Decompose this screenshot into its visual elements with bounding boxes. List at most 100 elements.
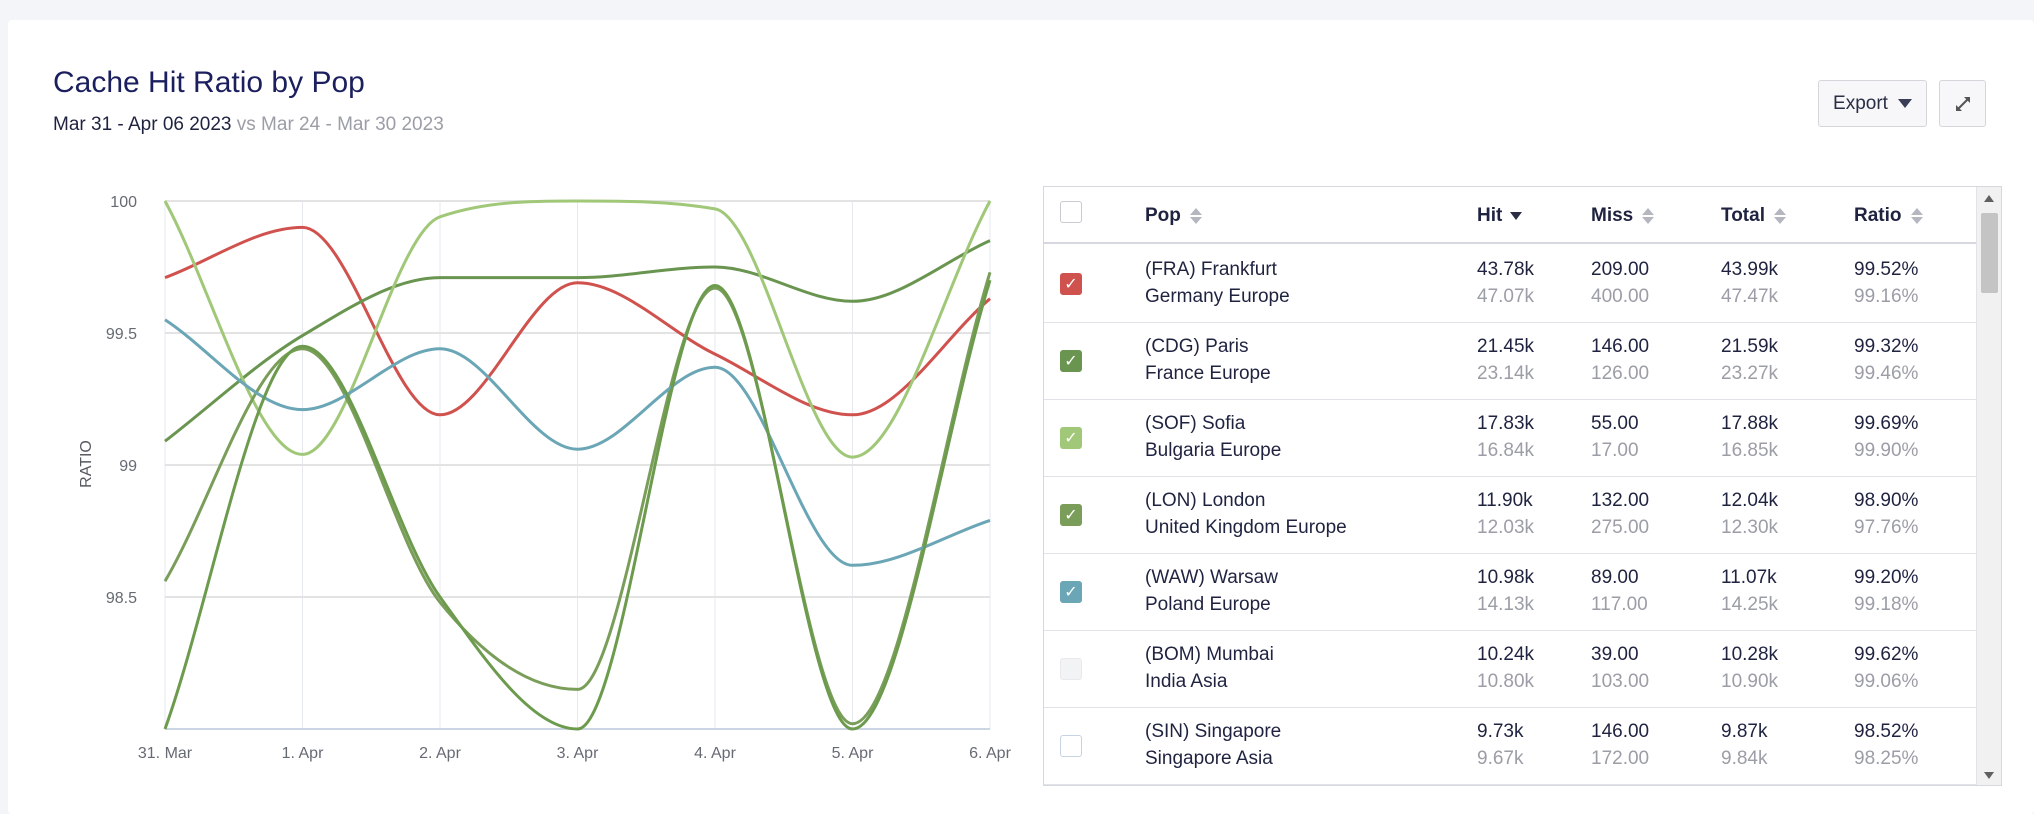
- check-icon: ✓: [1064, 507, 1078, 524]
- series-line: [163, 271, 992, 726]
- cell-total: 11.07k 14.25k: [1721, 564, 1778, 618]
- miss-prev-value: 17.00: [1591, 440, 1639, 461]
- miss-prev-value: 103.00: [1591, 671, 1650, 692]
- row-checkbox[interactable]: ✓: [1060, 273, 1082, 295]
- table-row[interactable]: ✓ (FRA) Frankfurt Germany Europe 43.78k 47.0…: [1044, 246, 1976, 323]
- check-icon: ✓: [1064, 430, 1078, 447]
- date-range: Mar 31 - Apr 06 2023 vs Mar 24 - Mar 30 …: [53, 114, 444, 136]
- total-prev-value: 14.25k: [1721, 594, 1779, 615]
- ratio-value: 98.90%: [1854, 490, 1919, 511]
- ratio-prev-value: 99.90%: [1854, 440, 1919, 461]
- export-button[interactable]: Export: [1818, 80, 1927, 127]
- cell-pop: (SIN) Singapore Singapore Asia: [1145, 718, 1281, 772]
- miss-value: 55.00: [1591, 413, 1639, 434]
- y-tick-label: 99.5: [106, 326, 137, 343]
- miss-prev-value: 172.00: [1591, 748, 1650, 769]
- row-checkbox[interactable]: ✓: [1060, 427, 1082, 449]
- y-tick-label: 99: [119, 458, 137, 475]
- cell-total: 21.59k 23.27k: [1721, 333, 1778, 387]
- pop-code: (SOF) Sofia: [1145, 413, 1246, 434]
- pop-code: (BOM) Mumbai: [1145, 644, 1274, 665]
- row-checkbox[interactable]: [1060, 658, 1082, 680]
- header-miss[interactable]: Miss: [1591, 205, 1655, 227]
- hit-prev-value: 9.67k: [1477, 748, 1524, 769]
- total-value: 17.88k: [1721, 413, 1779, 434]
- miss-value: 146.00: [1591, 336, 1650, 357]
- table-header: Pop Hit Miss Total Ratio: [1044, 187, 1976, 244]
- cell-pop: (WAW) Warsaw Poland Europe: [1145, 564, 1278, 618]
- total-prev-value: 12.30k: [1721, 517, 1779, 538]
- cell-pop: (SOF) Sofia Bulgaria Europe: [1145, 410, 1281, 464]
- y-axis-title: RATIO: [78, 440, 95, 488]
- row-checkbox[interactable]: ✓: [1060, 504, 1082, 526]
- total-value: 43.99k: [1721, 259, 1779, 280]
- header-pop[interactable]: Pop: [1145, 205, 1202, 227]
- series-line: [164, 318, 991, 567]
- scrollbar[interactable]: [1976, 187, 2001, 785]
- miss-prev-value: 275.00: [1591, 517, 1650, 538]
- cell-miss: 146.00 126.00: [1591, 333, 1649, 387]
- cell-hit: 9.73k 9.67k: [1477, 718, 1523, 772]
- cell-hit: 21.45k 23.14k: [1477, 333, 1534, 387]
- hit-value: 43.78k: [1477, 259, 1535, 280]
- scroll-down-icon[interactable]: [1984, 772, 1994, 779]
- miss-value: 132.00: [1591, 490, 1650, 511]
- header-total[interactable]: Total: [1721, 205, 1786, 227]
- cell-hit: 17.83k 16.84k: [1477, 410, 1534, 464]
- cell-hit: 10.98k 14.13k: [1477, 564, 1534, 618]
- row-checkbox[interactable]: ✓: [1060, 350, 1082, 372]
- hit-prev-value: 10.80k: [1477, 671, 1535, 692]
- table-row[interactable]: ✓ (WAW) Warsaw Poland Europe 10.98k 14.13k 89…: [1044, 554, 1976, 631]
- scroll-up-icon[interactable]: [1984, 195, 1994, 202]
- cell-pop: (BOM) Mumbai India Asia: [1145, 641, 1274, 695]
- expand-button[interactable]: [1939, 80, 1986, 127]
- ratio-prev-value: 99.06%: [1854, 671, 1919, 692]
- total-prev-value: 9.84k: [1721, 748, 1768, 769]
- check-icon: ✓: [1064, 276, 1078, 293]
- ratio-prev-value: 99.16%: [1854, 286, 1919, 307]
- cell-pop: (FRA) Frankfurt Germany Europe: [1145, 256, 1290, 310]
- row-checkbox[interactable]: [1060, 735, 1082, 757]
- y-tick-label: 100: [110, 194, 137, 211]
- table-row[interactable]: ✓ (LON) London United Kingdom Europe 11.90k…: [1044, 477, 1976, 554]
- miss-prev-value: 117.00: [1591, 594, 1648, 615]
- date-current: Mar 31 - Apr 06 2023: [53, 114, 232, 135]
- cell-ratio: 99.69% 99.90%: [1854, 410, 1918, 464]
- header-miss-label: Miss: [1591, 205, 1634, 226]
- hit-prev-value: 16.84k: [1477, 440, 1535, 461]
- x-tick-label: 3. Apr: [557, 745, 599, 762]
- header-total-label: Total: [1721, 205, 1765, 226]
- x-tick-label: 5. Apr: [832, 745, 874, 762]
- cell-miss: 146.00 172.00: [1591, 718, 1649, 772]
- pop-code: (SIN) Singapore: [1145, 721, 1282, 742]
- x-tick-label: 31. Mar: [138, 745, 193, 762]
- scroll-thumb[interactable]: [1981, 213, 1998, 293]
- pop-code: (LON) London: [1145, 490, 1266, 511]
- cell-miss: 209.00 400.00: [1591, 256, 1649, 310]
- select-all-checkbox[interactable]: [1060, 201, 1082, 223]
- cell-total: 10.28k 10.90k: [1721, 641, 1778, 695]
- hit-value: 10.98k: [1477, 567, 1535, 588]
- cell-ratio: 99.20% 99.18%: [1854, 564, 1918, 618]
- check-icon: ✓: [1064, 353, 1078, 370]
- x-tick-label: 4. Apr: [694, 745, 736, 762]
- pop-region: India Asia: [1145, 671, 1228, 692]
- hit-value: 10.24k: [1477, 644, 1535, 665]
- cell-miss: 132.00 275.00: [1591, 487, 1649, 541]
- table-row[interactable]: (BOM) Mumbai India Asia 10.24k 10.80k 39.00 1…: [1044, 631, 1976, 708]
- header-hit[interactable]: Hit: [1477, 205, 1523, 227]
- header-hit-label: Hit: [1477, 205, 1503, 226]
- total-value: 12.04k: [1721, 490, 1779, 511]
- table-row[interactable]: ✓ (CDG) Paris France Europe 21.45k 23.14k 146…: [1044, 323, 1976, 400]
- miss-value: 209.00: [1591, 259, 1650, 280]
- ratio-prev-value: 99.18%: [1854, 594, 1919, 615]
- header-ratio[interactable]: Ratio: [1854, 205, 1923, 227]
- check-icon: ✓: [1064, 584, 1078, 601]
- row-checkbox[interactable]: ✓: [1060, 581, 1082, 603]
- table-row[interactable]: (SIN) Singapore Singapore Asia 9.73k 9.67k 1…: [1044, 708, 1976, 785]
- hit-value: 11.90k: [1477, 490, 1533, 511]
- series-line: [163, 279, 992, 731]
- table-row[interactable]: ✓ (SOF) Sofia Bulgaria Europe 17.83k 16.84k 5…: [1044, 400, 1976, 477]
- total-value: 21.59k: [1721, 336, 1779, 357]
- sort-desc-icon: [1510, 212, 1523, 220]
